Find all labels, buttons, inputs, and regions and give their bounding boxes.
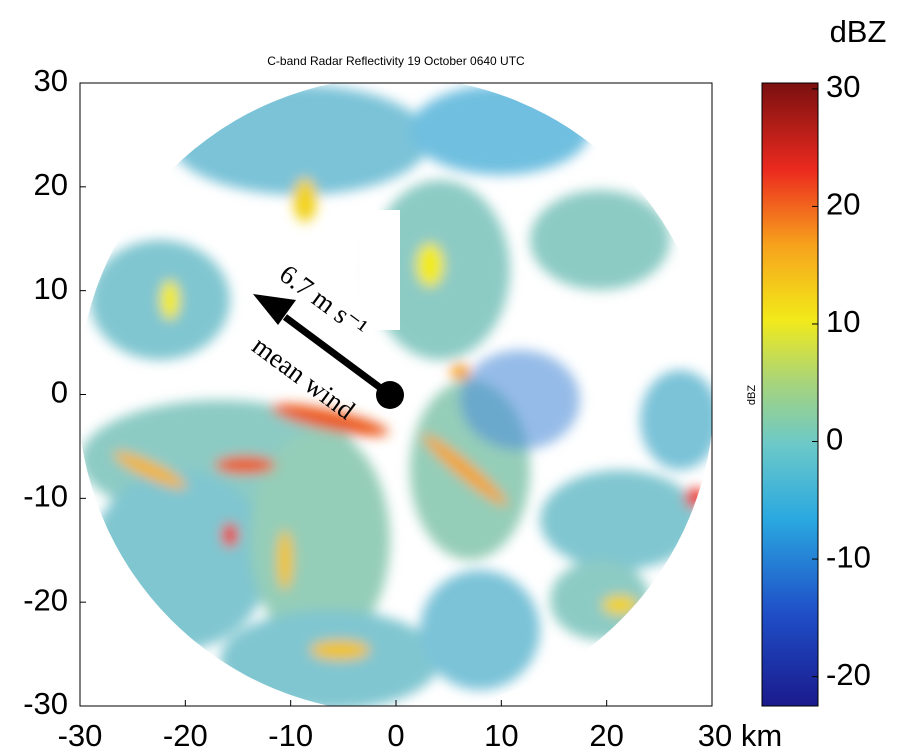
x-tick-label: -10 [268, 718, 313, 753]
x-tick-label: 10 [484, 718, 518, 753]
y-tick-label: 10 [34, 271, 68, 306]
colorbar-tick-label: -10 [826, 539, 871, 574]
colorbar-tick-label: 0 [826, 422, 843, 457]
colorbar-label: dBZ [746, 385, 758, 405]
colorbar [761, 82, 819, 707]
x-tick-label: -20 [163, 718, 208, 753]
x-tick-label: 30 km [698, 718, 782, 753]
y-tick-label: -30 [23, 686, 68, 721]
y-tick-label: 0 [51, 375, 68, 410]
gap [360, 210, 400, 330]
wind-arrow [253, 294, 404, 409]
y-tick-label: 20 [34, 167, 68, 202]
y-tick-label: 30 [34, 63, 68, 98]
chart-title: C-band Radar Reflectivity 19 October 064… [267, 54, 525, 68]
colorbar-tick-label: -20 [826, 657, 871, 692]
colorbar-tick-label: 20 [826, 187, 860, 222]
y-tick-label: -10 [23, 479, 68, 514]
x-tick-label: 20 [589, 718, 623, 753]
x-tick-label: 0 [387, 718, 404, 753]
y-tick-label: -20 [23, 582, 68, 617]
x-tick-label: -30 [58, 718, 103, 753]
colorbar-title: dBZ [830, 14, 887, 49]
colorbar-tick-label: 10 [826, 304, 860, 339]
colorbar-tick-label: 30 [826, 69, 860, 104]
